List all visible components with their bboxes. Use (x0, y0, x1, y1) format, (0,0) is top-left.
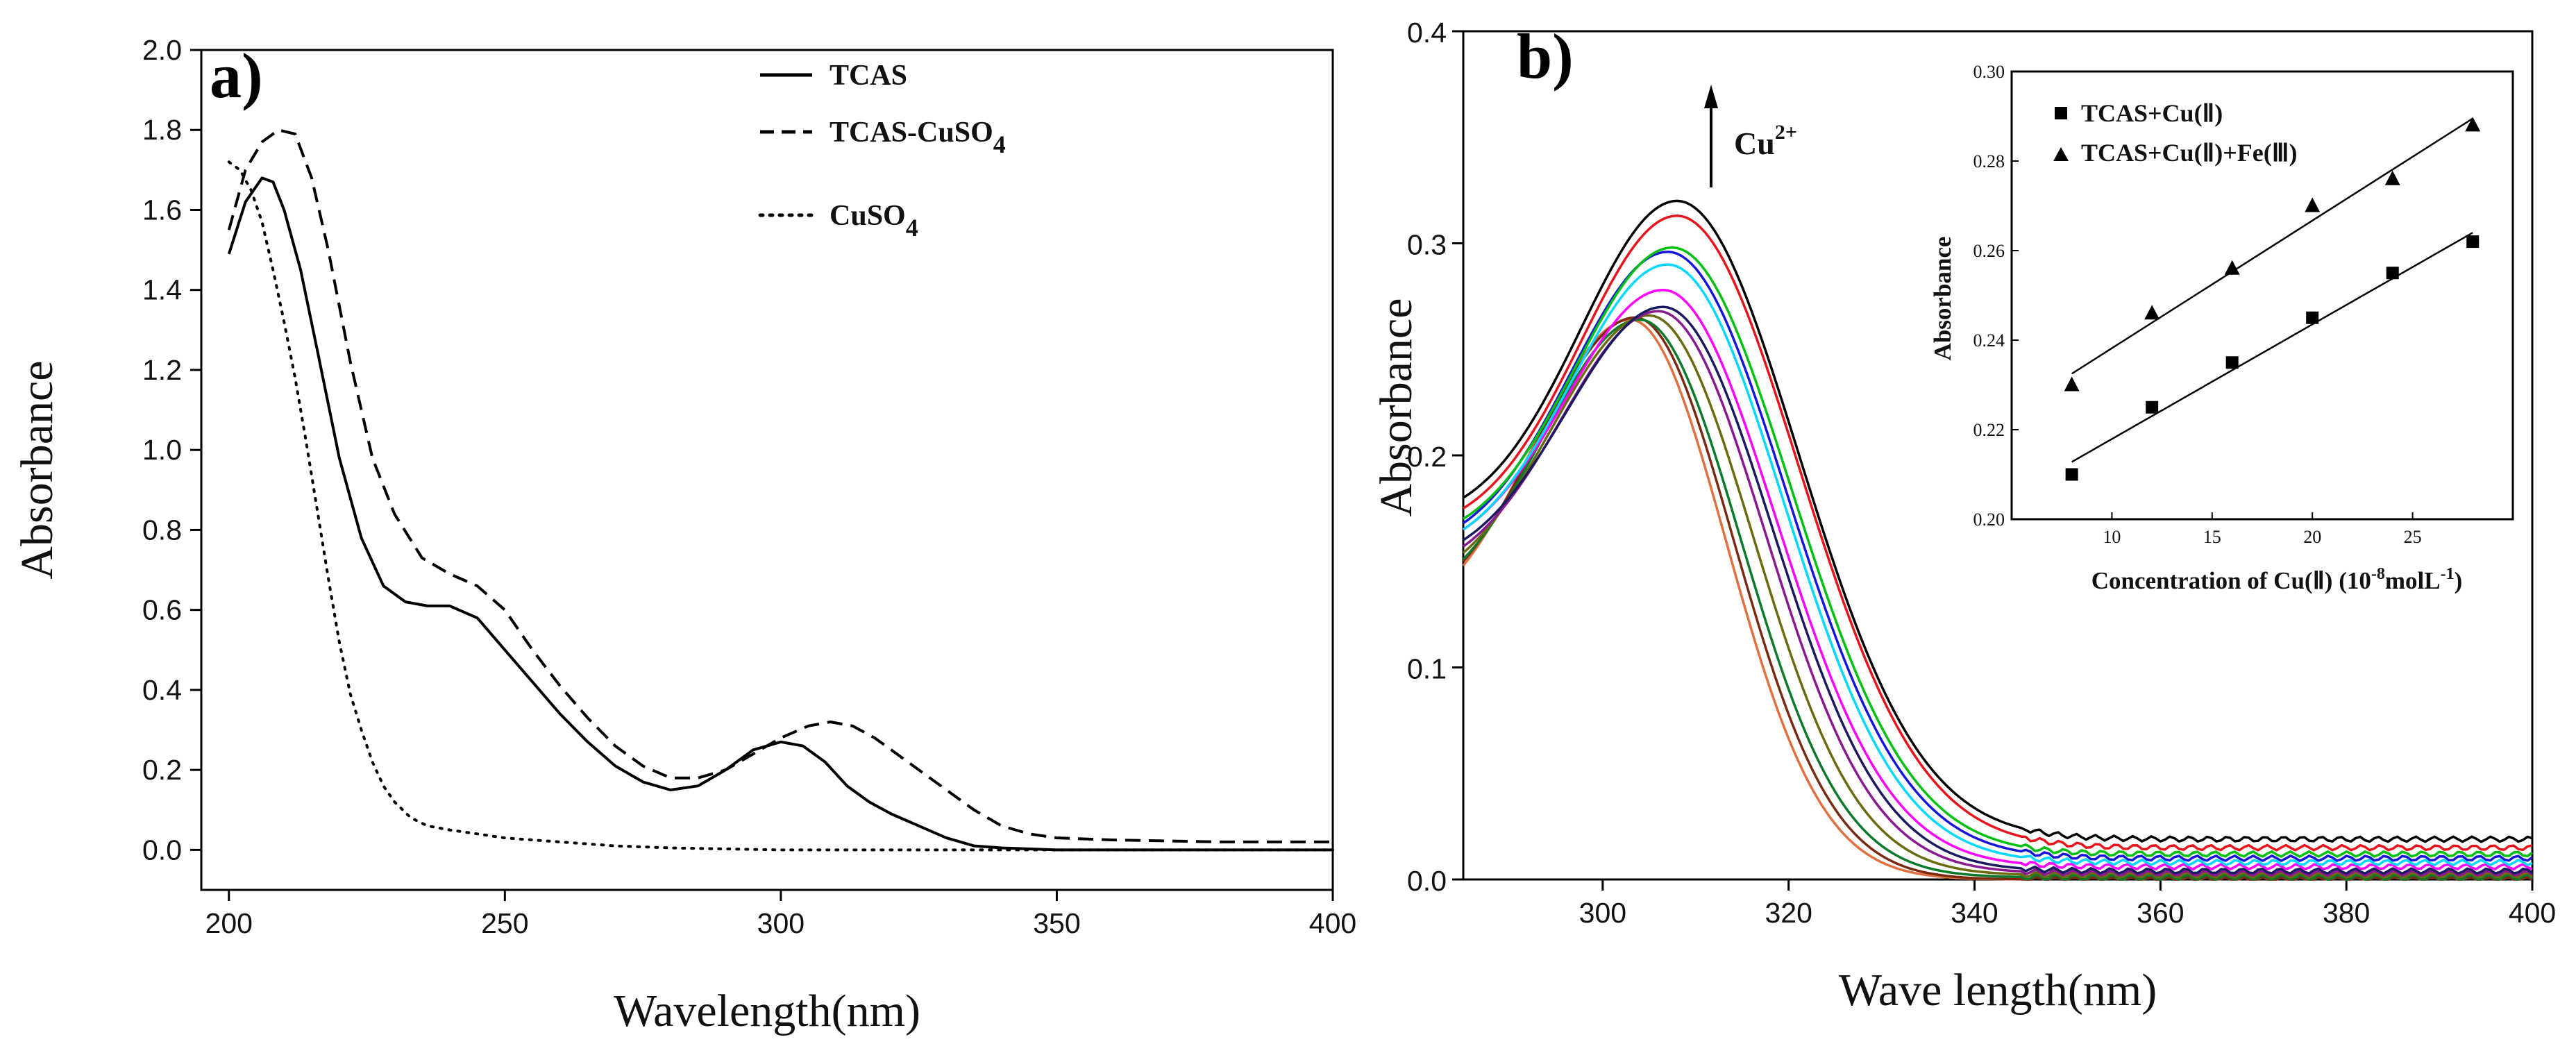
inset-point-square (2146, 401, 2159, 414)
inset-x-tick-label: 20 (2303, 527, 2321, 547)
inset-chart: 10 15 20 25 0.20 0.22 0.24 0.26 0.28 0.30 Concen… (1929, 62, 2514, 594)
cu2-arrow-label: Cu2+ (1734, 121, 1797, 161)
panel-a-y-ticks: 0.0 0.2 0.4 0.6 0.8 1.0 1.2 1.4 1.6 1.8 2.0 (142, 34, 201, 866)
inset-y-tick-label: 0.26 (1973, 241, 2005, 261)
x-tick-label: 360 (2137, 897, 2184, 929)
series-line-tcas-cuso4 (227, 128, 1333, 843)
inset-y-tick-label: 0.22 (1973, 420, 2005, 440)
y-tick-label: 0.0 (1407, 865, 1447, 897)
inset-point-triangle (2144, 305, 2160, 320)
y-tick-label: 0.2 (142, 754, 182, 786)
inset-y-tick-label: 0.28 (1973, 151, 2005, 171)
panel-a-plot-frame (200, 49, 1334, 891)
panel-a-x-axis-title: Wavelength(nm) (614, 986, 920, 1036)
inset-point-square (2065, 468, 2078, 481)
spectrum-line-c1 (1463, 199, 2533, 843)
y-tick-label: 1.4 (142, 274, 182, 306)
y-tick-label: 0.2 (1407, 441, 1447, 473)
series-line-cuso4 (227, 160, 1334, 852)
x-tick-label: 300 (757, 907, 805, 939)
x-tick-label: 400 (2509, 897, 2556, 929)
y-tick-label: 0.4 (1407, 17, 1447, 49)
panel-b-y-ticks: 0.0 0.1 0.2 0.3 0.4 (1407, 17, 1463, 897)
inset-point-triangle (2064, 376, 2080, 392)
x-tick-label: 340 (1951, 897, 1998, 929)
x-tick-label: 380 (2323, 897, 2370, 929)
spectrum-line-c10 (1462, 318, 2534, 881)
spectrum-line-c2 (1463, 214, 2533, 852)
panel-a-y-axis-title: Absorbance (12, 360, 62, 579)
y-tick-label: 0.1 (1407, 653, 1447, 685)
panel-b-y-axis-title: Absorbance (1371, 298, 1422, 516)
inset-fit-lines (2071, 117, 2473, 463)
inset-y-axis-title: Absorbance (1929, 237, 1956, 361)
panel-b-series (1462, 199, 2534, 881)
inset-point-square (2466, 235, 2480, 249)
inset-point-triangle (2465, 117, 2481, 132)
inset-point-square (2306, 311, 2319, 324)
inset-x-ticks: 10 15 20 25 (2103, 512, 2422, 547)
inset-legend: TCAS+Cu(Ⅱ) TCAS+Cu(Ⅱ)+Fe(Ⅲ) (2053, 99, 2298, 167)
spectrum-line-c5 (1462, 263, 2533, 866)
y-tick-label: 0.8 (142, 514, 182, 546)
inset-legend-square-marker (2055, 107, 2067, 119)
y-tick-label: 1.2 (142, 354, 182, 386)
inset-y-tick-label: 0.24 (1973, 330, 2005, 351)
x-tick-label: 350 (1033, 907, 1080, 939)
panel-a-x-ticks: 200 250 300 350 400 (205, 890, 1356, 939)
spectrum-line-c3 (1463, 246, 2534, 858)
y-tick-label: 1.6 (142, 194, 182, 226)
inset-y-tick-label: 0.30 (1973, 62, 2005, 82)
inset-point-triangle (2384, 170, 2400, 185)
inset-points (2064, 117, 2481, 481)
panel-a-label: a) (210, 40, 263, 111)
inset-fit-line (2071, 232, 2473, 463)
panel-a-legend: TCAS TCAS-CuSO4 CuSO4 (758, 60, 1006, 242)
inset-point-triangle (2305, 197, 2321, 212)
inset-legend-label-2: TCAS+Cu(Ⅱ)+Fe(Ⅲ) (2081, 139, 2298, 167)
inset-point-square (2225, 356, 2239, 369)
cu2-arrow-annotation: Cu2+ (1704, 85, 1797, 187)
x-tick-label: 300 (1579, 897, 1626, 929)
inset-x-tick-label: 25 (2404, 527, 2422, 547)
series-line-tcas (227, 176, 1333, 852)
inset-x-tick-label: 10 (2103, 527, 2121, 547)
legend-cuso4-label: CuSO4 (830, 200, 918, 242)
legend-tcas-label: TCAS (830, 60, 907, 92)
inset-legend-triangle-marker (2053, 147, 2069, 161)
spectrum-line-c6 (1462, 288, 2533, 871)
y-tick-label: 0.4 (142, 674, 182, 706)
cu2-arrow-head (1704, 85, 1718, 108)
inset-legend-label-1: TCAS+Cu(Ⅱ) (2081, 99, 2223, 127)
y-tick-label: 0.3 (1407, 229, 1447, 261)
x-tick-label: 320 (1765, 897, 1812, 929)
inset-x-tick-label: 15 (2203, 527, 2221, 547)
inset-point-triangle (2224, 260, 2240, 275)
panel-b: 300 320 340 360 380 400 0.0 0.1 0.2 0.3 0.4 b) Wa… (1371, 17, 2556, 1016)
spectrum-line-c8 (1462, 310, 2534, 877)
x-tick-label: 250 (481, 907, 528, 939)
x-tick-label: 400 (1309, 907, 1356, 939)
y-tick-label: 2.0 (142, 34, 182, 66)
y-tick-label: 0.0 (142, 834, 182, 866)
panel-b-x-ticks: 300 320 340 360 380 400 (1579, 879, 2556, 929)
panel-a: 200 250 300 350 400 0.0 0.2 0.4 0.6 0.8 1.0 1.2 1.4… (12, 34, 1356, 1036)
inset-y-tick-label: 0.20 (1973, 510, 2005, 530)
inset-fit-line (2071, 117, 2473, 375)
panel-a-series (227, 128, 1334, 852)
inset-y-ticks: 0.20 0.22 0.24 0.26 0.28 0.30 (1973, 62, 2019, 530)
x-tick-label: 200 (205, 907, 253, 939)
inset-point-square (2386, 267, 2399, 280)
panel-b-x-axis-title: Wave length(nm) (1839, 965, 2157, 1016)
legend-tcas-cuso4-label: TCAS-CuSO4 (830, 117, 1006, 158)
y-tick-label: 1.8 (142, 114, 182, 146)
panel-b-label: b) (1517, 21, 1574, 92)
y-tick-label: 1.0 (142, 434, 182, 466)
y-tick-label: 0.6 (142, 594, 182, 626)
spectrum-line-c7 (1463, 305, 2534, 875)
inset-x-axis-title: Concentration of Cu(Ⅱ) (10-8molL-1) (2091, 565, 2463, 594)
